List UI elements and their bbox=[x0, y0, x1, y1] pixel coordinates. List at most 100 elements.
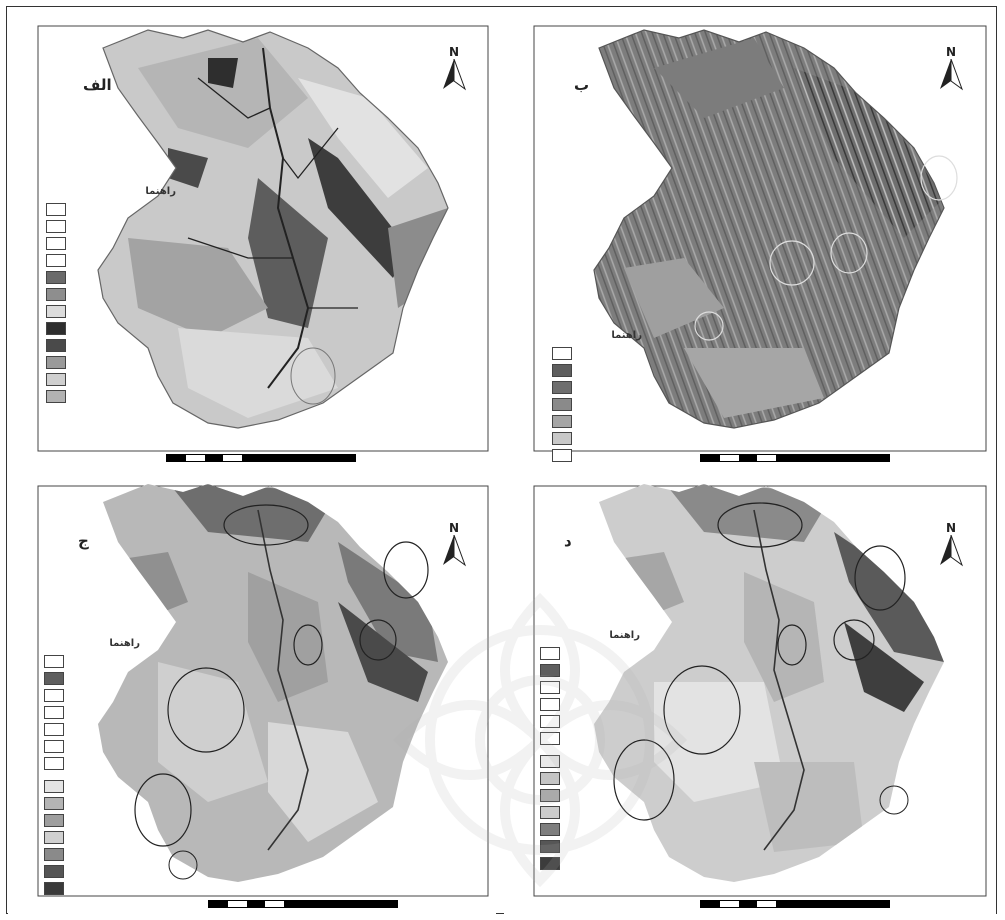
legend-swatch bbox=[46, 203, 66, 216]
figure-frame bbox=[6, 6, 997, 914]
map-c bbox=[37, 484, 489, 897]
north-arrow-a: N bbox=[441, 46, 467, 92]
legend-item bbox=[540, 787, 640, 804]
legend-item bbox=[540, 855, 640, 872]
legend-item bbox=[552, 396, 662, 413]
legend-swatch bbox=[540, 806, 560, 819]
map-d bbox=[533, 484, 987, 897]
legend-swatch bbox=[540, 789, 560, 802]
legend-item bbox=[540, 662, 640, 679]
legend-a: راهنما bbox=[46, 186, 206, 405]
legend-swatch bbox=[540, 857, 560, 870]
legend-c: راهنما bbox=[44, 638, 140, 897]
legend-swatch bbox=[44, 655, 64, 668]
north-arrow-icon bbox=[940, 58, 964, 91]
legend-swatch bbox=[540, 698, 560, 711]
legend-item bbox=[46, 371, 206, 388]
map-b bbox=[533, 25, 987, 452]
north-arrow-c: N bbox=[441, 522, 467, 568]
legend-swatch bbox=[44, 740, 64, 753]
legend-swatch bbox=[44, 797, 64, 810]
legend-swatch bbox=[540, 715, 560, 728]
map-panel-c: ج N راهنما bbox=[8, 470, 496, 914]
legend-swatch bbox=[46, 373, 66, 386]
legend-item bbox=[46, 388, 206, 405]
legend-swatch bbox=[552, 364, 572, 377]
legend-swatch bbox=[44, 831, 64, 844]
legend-item bbox=[46, 252, 206, 269]
legend-b: راهنما bbox=[552, 330, 662, 464]
legend-item bbox=[44, 863, 140, 880]
legend-item bbox=[46, 337, 206, 354]
legend-item bbox=[46, 218, 206, 235]
legend-item bbox=[540, 821, 640, 838]
north-arrow-icon bbox=[443, 58, 467, 91]
legend-item bbox=[46, 235, 206, 252]
legend-item bbox=[540, 679, 640, 696]
legend-swatch bbox=[44, 780, 64, 793]
legend-item bbox=[552, 430, 662, 447]
legend-item bbox=[46, 320, 206, 337]
legend-item bbox=[44, 687, 140, 704]
north-arrow-icon bbox=[443, 534, 467, 567]
legend-item bbox=[44, 880, 140, 897]
legend-swatch bbox=[46, 390, 66, 403]
legend-swatch bbox=[552, 347, 572, 360]
legend-swatch bbox=[46, 339, 66, 352]
legend-item bbox=[44, 670, 140, 687]
scale-bar-b bbox=[700, 454, 890, 468]
legend-swatch bbox=[540, 647, 560, 660]
legend-title: راهنما bbox=[611, 330, 642, 341]
legend-swatch bbox=[552, 415, 572, 428]
scale-bar-c bbox=[208, 900, 398, 914]
legend-swatch bbox=[46, 220, 66, 233]
legend-swatch bbox=[540, 823, 560, 836]
legend-item bbox=[540, 753, 640, 770]
north-arrow-d: N bbox=[938, 522, 964, 568]
legend-swatch bbox=[46, 288, 66, 301]
legend-swatch bbox=[552, 381, 572, 394]
legend-swatch bbox=[44, 723, 64, 736]
legend-item bbox=[44, 829, 140, 846]
legend-item bbox=[44, 721, 140, 738]
legend-swatch bbox=[44, 757, 64, 770]
legend-d: راهنما bbox=[540, 630, 640, 872]
legend-item bbox=[46, 303, 206, 320]
legend-item bbox=[552, 413, 662, 430]
legend-item bbox=[552, 379, 662, 396]
north-label: N bbox=[945, 45, 957, 59]
map-a bbox=[37, 25, 489, 452]
map-panel-d: د N راهنما bbox=[504, 470, 996, 914]
legend-swatch bbox=[46, 271, 66, 284]
scale-bar-d bbox=[700, 900, 890, 914]
legend-item bbox=[540, 770, 640, 787]
panel-letter-d: د bbox=[564, 532, 572, 550]
legend-swatch bbox=[44, 706, 64, 719]
legend-item bbox=[46, 286, 206, 303]
panel-letter-a: الف bbox=[83, 76, 112, 94]
legend-swatch bbox=[46, 305, 66, 318]
legend-swatch bbox=[540, 840, 560, 853]
legend-item bbox=[46, 201, 206, 218]
legend-swatch bbox=[46, 254, 66, 267]
legend-item bbox=[46, 269, 206, 286]
legend-item bbox=[44, 778, 140, 795]
north-label: N bbox=[945, 521, 957, 535]
legend-item bbox=[540, 645, 640, 662]
panel-letter-c: ج bbox=[78, 532, 89, 550]
legend-swatch bbox=[44, 689, 64, 702]
legend-swatch bbox=[44, 848, 64, 861]
north-label: N bbox=[448, 45, 460, 59]
legend-swatch bbox=[44, 672, 64, 685]
north-arrow-b: N bbox=[938, 46, 964, 92]
legend-item bbox=[540, 804, 640, 821]
map-panel-b: ب N راهنما bbox=[504, 8, 996, 466]
legend-item bbox=[44, 704, 140, 721]
legend-item bbox=[44, 812, 140, 829]
legend-item bbox=[540, 730, 640, 747]
legend-swatch bbox=[540, 732, 560, 745]
legend-swatch bbox=[540, 681, 560, 694]
legend-title: راهنما bbox=[609, 630, 640, 641]
legend-item bbox=[552, 345, 662, 362]
legend-swatch bbox=[44, 865, 64, 878]
